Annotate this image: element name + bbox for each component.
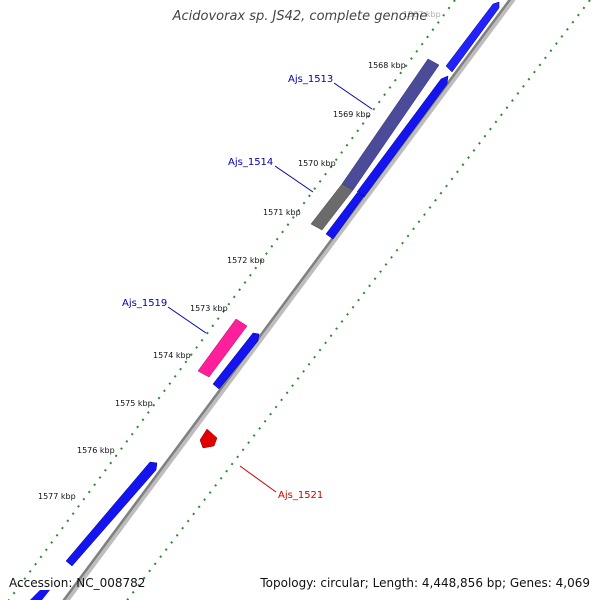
forward-gene[interactable] [30,590,50,600]
gene-ajs-1521[interactable] [199,428,218,449]
gene-label-ajs-1519[interactable]: Ajs_1519 [122,298,167,309]
tick-label-1575: 1575 kbp [115,399,153,408]
kbp-tick-labels: 1568 kbp 1569 kbp 1570 kbp 1571 kbp 1572… [38,61,406,501]
gene-label-ajs-1513[interactable]: Ajs_1513 [288,74,333,85]
inner-tick-track [125,0,591,600]
forward-gene[interactable] [445,1,500,73]
gene-label-ajs-1521[interactable]: Ajs_1521 [278,490,323,501]
leader-line-ajs-1521 [239,465,277,493]
tick-label-1577: 1577 kbp [38,492,76,501]
gene-ajs-1519[interactable] [197,318,248,378]
leader-line-ajs-1514 [274,165,314,193]
forward-gene[interactable] [65,461,158,567]
tick-label-1569: 1569 kbp [333,110,371,119]
leader-line-ajs-1513 [333,82,373,110]
leader-line-ajs-1519 [167,306,207,334]
map-title: Acidovorax sp. JS42, complete genome [172,9,428,24]
tick-label-1570: 1570 kbp [298,159,336,168]
forward-gene[interactable] [325,192,365,240]
forward-gene[interactable] [356,75,449,198]
accession-label: Accession: NC_008782 [9,576,146,590]
tick-label-1574: 1574 kbp [153,351,191,360]
gene-ajs-1514[interactable] [310,183,354,231]
gene-label-ajs-1514[interactable]: Ajs_1514 [228,157,273,168]
genome-summary: Topology: circular; Length: 4,448,856 bp… [260,576,590,590]
forward-strand-genes [30,1,500,600]
tick-label-1576: 1576 kbp [77,446,115,455]
tick-label-1572: 1572 kbp [227,256,265,265]
forward-gene[interactable] [212,332,260,390]
backbone-shadow [63,0,516,600]
gene-ajs-1513[interactable] [341,58,440,191]
tick-label-1568: 1568 kbp [368,61,406,70]
outer-tick-track [7,0,456,600]
obscured-tick-label: 1567 kbp [403,10,441,19]
tick-label-1573: 1573 kbp [190,304,228,313]
tick-label-1571: 1571 kbp [263,208,301,217]
